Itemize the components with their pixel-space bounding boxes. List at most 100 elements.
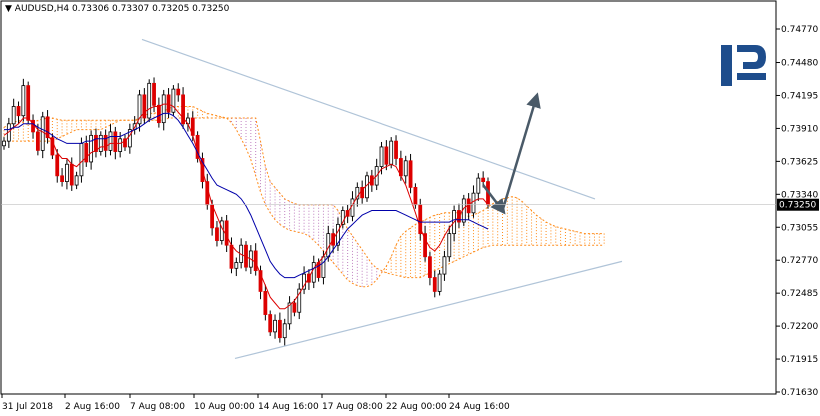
candle-body bbox=[108, 131, 113, 151]
candle-body bbox=[224, 220, 229, 246]
candle-body bbox=[423, 233, 427, 258]
candle-body bbox=[394, 140, 398, 159]
candle-body bbox=[263, 291, 268, 315]
candle-body bbox=[365, 175, 369, 199]
candle-body bbox=[84, 143, 89, 163]
candle-body bbox=[268, 314, 273, 333]
candle-body bbox=[379, 146, 384, 167]
y-tick-label: 0.73625 bbox=[781, 157, 818, 167]
candle-body bbox=[282, 323, 287, 339]
y-tick-label: 0.72200 bbox=[781, 322, 818, 332]
candles bbox=[2, 77, 490, 346]
trendline bbox=[141, 38, 596, 200]
candle-body bbox=[50, 137, 55, 156]
x-tick-label: 7 Aug 08:00 bbox=[130, 402, 185, 412]
candle-body bbox=[79, 143, 84, 177]
cloud-span-a-line bbox=[3, 106, 605, 288]
candle-body bbox=[277, 319, 282, 339]
y-tick-label: 0.74770 bbox=[781, 25, 818, 35]
candle-body bbox=[26, 85, 31, 121]
candle-body bbox=[2, 140, 6, 147]
candle-body bbox=[40, 116, 45, 151]
trendline bbox=[234, 260, 623, 360]
ichimoku-cloud bbox=[3, 106, 605, 288]
kijun-sen-line bbox=[4, 112, 489, 279]
candle-body bbox=[432, 277, 437, 292]
indicator-lines bbox=[3, 103, 489, 310]
candle-body bbox=[428, 256, 432, 278]
candle-body bbox=[94, 134, 98, 152]
forecast-arrow bbox=[482, 184, 506, 215]
candle-body bbox=[384, 146, 389, 165]
tenkan-sen-line bbox=[3, 103, 489, 310]
chart-title: ▼ AUDUSD,H4 0.73306 0.73307 0.73205 0.73… bbox=[5, 4, 230, 14]
x-tick-label: 14 Aug 16:00 bbox=[258, 402, 319, 412]
candle-body bbox=[234, 262, 239, 269]
y-tick-label: 0.72770 bbox=[781, 256, 818, 266]
y-tick-label: 0.71915 bbox=[781, 355, 818, 365]
cloud-span-b-line bbox=[4, 117, 605, 279]
candle-body bbox=[321, 256, 326, 278]
candle-body bbox=[152, 82, 156, 106]
current-price-box bbox=[777, 198, 819, 211]
candle-body bbox=[113, 131, 118, 152]
x-tick-label: 22 Aug 00:00 bbox=[386, 402, 447, 412]
candle-body bbox=[389, 140, 394, 165]
candle-body bbox=[35, 131, 40, 151]
candle-body bbox=[350, 198, 355, 217]
y-tick-label: 0.73910 bbox=[781, 124, 818, 134]
candle-body bbox=[181, 94, 185, 125]
plot-border bbox=[0, 0, 777, 395]
candle-body bbox=[176, 88, 181, 96]
candle-body bbox=[219, 220, 224, 241]
dropdown-triangle-icon[interactable]: ▼ bbox=[5, 4, 15, 14]
y-tick-label: 0.74195 bbox=[781, 91, 818, 101]
candle-body bbox=[413, 186, 418, 206]
candle-body bbox=[253, 250, 258, 272]
candle-body bbox=[166, 94, 171, 113]
x-tick-label: 17 Aug 08:00 bbox=[322, 402, 383, 412]
candle-body bbox=[127, 129, 132, 148]
forecast-arrow bbox=[501, 92, 541, 211]
candle-body bbox=[89, 134, 94, 163]
candle-body bbox=[287, 302, 292, 325]
trendlines bbox=[141, 38, 623, 360]
candle-body bbox=[60, 175, 64, 182]
candle-body bbox=[481, 177, 486, 182]
symbol-timeframe: AUDUSD,H4 bbox=[15, 4, 70, 14]
candle-body bbox=[137, 94, 142, 125]
candle-body bbox=[171, 88, 176, 113]
chart-frame: ▼ AUDUSD,H4 0.73306 0.73307 0.73205 0.73… bbox=[0, 0, 777, 395]
candle-body bbox=[142, 94, 147, 119]
x-tick-label: 31 Jul 2018 bbox=[2, 402, 53, 412]
candle-body bbox=[215, 227, 219, 241]
candle-body bbox=[11, 106, 16, 125]
candle-body bbox=[161, 94, 166, 124]
current-price-label: 0.73250 bbox=[779, 201, 816, 211]
candle-body bbox=[476, 177, 481, 194]
candle-body bbox=[355, 186, 360, 200]
candle-body bbox=[156, 104, 161, 124]
x-tick-label: 2 Aug 16:00 bbox=[65, 402, 120, 412]
y-axis: 0.74770 0.74480 0.74195 0.73910 0.73625 0.733… bbox=[776, 25, 818, 398]
candle-body bbox=[74, 175, 79, 186]
candle-body bbox=[65, 163, 69, 182]
candle-body bbox=[123, 138, 127, 148]
candle-body bbox=[229, 244, 234, 269]
candle-body bbox=[45, 116, 50, 139]
candle-body bbox=[471, 192, 476, 214]
y-tick-label: 0.71630 bbox=[781, 388, 818, 398]
logo-bar bbox=[721, 45, 732, 86]
rf-logo-icon bbox=[721, 45, 766, 86]
candle-body bbox=[302, 273, 306, 290]
candle-body bbox=[297, 288, 302, 313]
candle-body bbox=[103, 134, 108, 151]
x-tick-label: 10 Aug 00:00 bbox=[194, 402, 255, 412]
y-tick-label: 0.73055 bbox=[781, 223, 818, 233]
y-tick-label: 0.73340 bbox=[781, 190, 818, 200]
candle-body bbox=[442, 256, 447, 275]
x-tick-label: 24 Aug 16:00 bbox=[449, 402, 510, 412]
candle-body bbox=[437, 273, 442, 292]
